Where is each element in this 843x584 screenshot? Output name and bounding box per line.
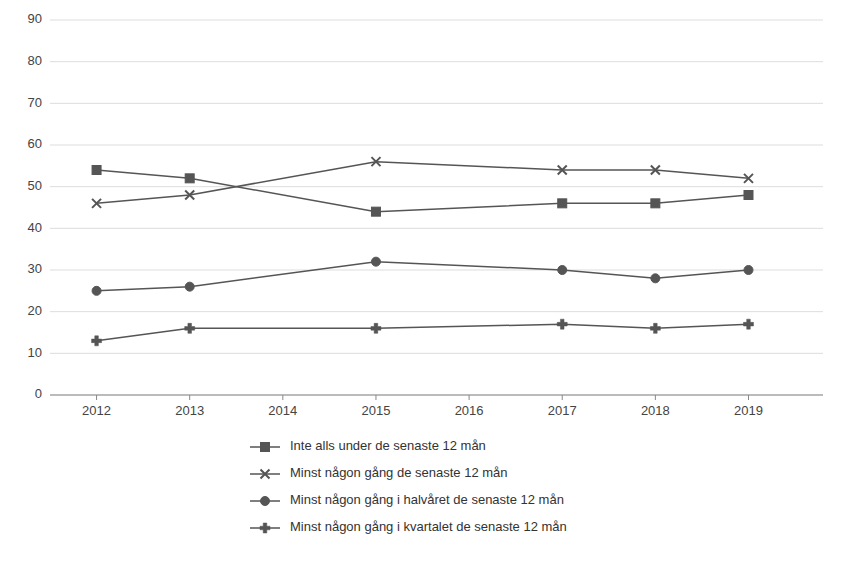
point-marker	[185, 191, 194, 200]
x-tick-label: 2016	[455, 403, 484, 418]
point-marker	[558, 166, 567, 175]
series-line	[97, 162, 749, 204]
grid-line	[50, 145, 823, 146]
point-marker	[743, 319, 753, 329]
point-marker	[744, 266, 753, 275]
point-marker	[371, 323, 381, 333]
legend-item: Minst någon gång de senaste 12 mån	[250, 465, 508, 480]
point-marker	[185, 174, 194, 183]
point-marker	[371, 157, 380, 166]
point-marker	[651, 166, 660, 175]
point-marker	[92, 166, 101, 175]
legend-marker	[261, 470, 270, 479]
grid-line	[50, 270, 823, 271]
y-tick-label: 70	[28, 95, 42, 110]
legend-marker	[261, 497, 270, 506]
point-marker	[185, 323, 195, 333]
x-tick-label: 2017	[548, 403, 577, 418]
legend-marker	[261, 443, 270, 452]
y-tick-label: 30	[28, 261, 42, 276]
x-tick-label: 2012	[82, 403, 111, 418]
series-line	[97, 170, 749, 212]
y-tick-label: 90	[28, 11, 42, 26]
legend-item: Minst någon gång i halvåret de senaste 1…	[250, 492, 564, 507]
grid-line	[50, 20, 823, 21]
legend-item: Inte alls under de senaste 12 mån	[250, 438, 486, 453]
y-grid	[50, 20, 823, 395]
y-tick-label: 60	[28, 136, 42, 151]
y-tick-label: 20	[28, 303, 42, 318]
x-tick	[562, 395, 563, 400]
y-tick-label: 50	[28, 178, 42, 193]
point-marker	[744, 191, 753, 200]
point-marker	[558, 199, 567, 208]
legend-label: Minst någon gång i halvåret de senaste 1…	[290, 492, 564, 507]
point-marker	[744, 174, 753, 183]
point-marker	[651, 274, 660, 283]
series-line	[97, 262, 749, 291]
point-marker	[92, 336, 102, 346]
y-tick-label: 80	[28, 53, 42, 68]
point-marker	[185, 282, 194, 291]
grid-line	[50, 186, 823, 187]
x-tick	[469, 395, 470, 400]
legend-item: Minst någon gång i kvartalet de senaste …	[250, 519, 567, 534]
y-tick-label: 10	[28, 345, 42, 360]
legend-label: Minst någon gång de senaste 12 mån	[290, 465, 508, 480]
x-tick	[748, 395, 749, 400]
chart: 0 10 20 30 40 50 60 70 80 90 2012 2013 2014 2015 2016 2…	[0, 0, 843, 584]
grid-line	[50, 103, 823, 104]
x-tick	[282, 395, 283, 400]
point-marker	[557, 319, 567, 329]
x-tick	[96, 395, 97, 400]
legend: Inte alls under de senaste 12 mån Minst n…	[250, 438, 567, 534]
x-tick-label: 2013	[175, 403, 204, 418]
x-tick	[189, 395, 190, 400]
plot-area	[92, 157, 754, 346]
point-marker	[92, 199, 101, 208]
grid-line	[50, 311, 823, 312]
legend-label: Inte alls under de senaste 12 mån	[290, 438, 486, 453]
x-tick	[655, 395, 656, 400]
point-marker	[651, 199, 660, 208]
x-tick-label: 2014	[268, 403, 297, 418]
point-marker	[92, 286, 101, 295]
grid-line	[50, 353, 823, 354]
y-tick-label: 40	[28, 220, 42, 235]
legend-marker	[260, 523, 270, 533]
point-marker	[371, 207, 380, 216]
x-tick-label: 2018	[641, 403, 670, 418]
point-marker	[650, 323, 660, 333]
grid-line	[50, 61, 823, 62]
grid-line	[50, 228, 823, 229]
x-tick-label: 2015	[362, 403, 391, 418]
grid-line	[50, 395, 823, 396]
x-axis-line	[50, 395, 823, 396]
legend-label: Minst någon gång i kvartalet de senaste …	[290, 519, 567, 534]
y-tick-label: 0	[35, 386, 42, 401]
series-line	[97, 324, 749, 341]
point-marker	[558, 266, 567, 275]
x-tick-label: 2019	[734, 403, 763, 418]
x-tick	[375, 395, 376, 400]
point-marker	[371, 257, 380, 266]
